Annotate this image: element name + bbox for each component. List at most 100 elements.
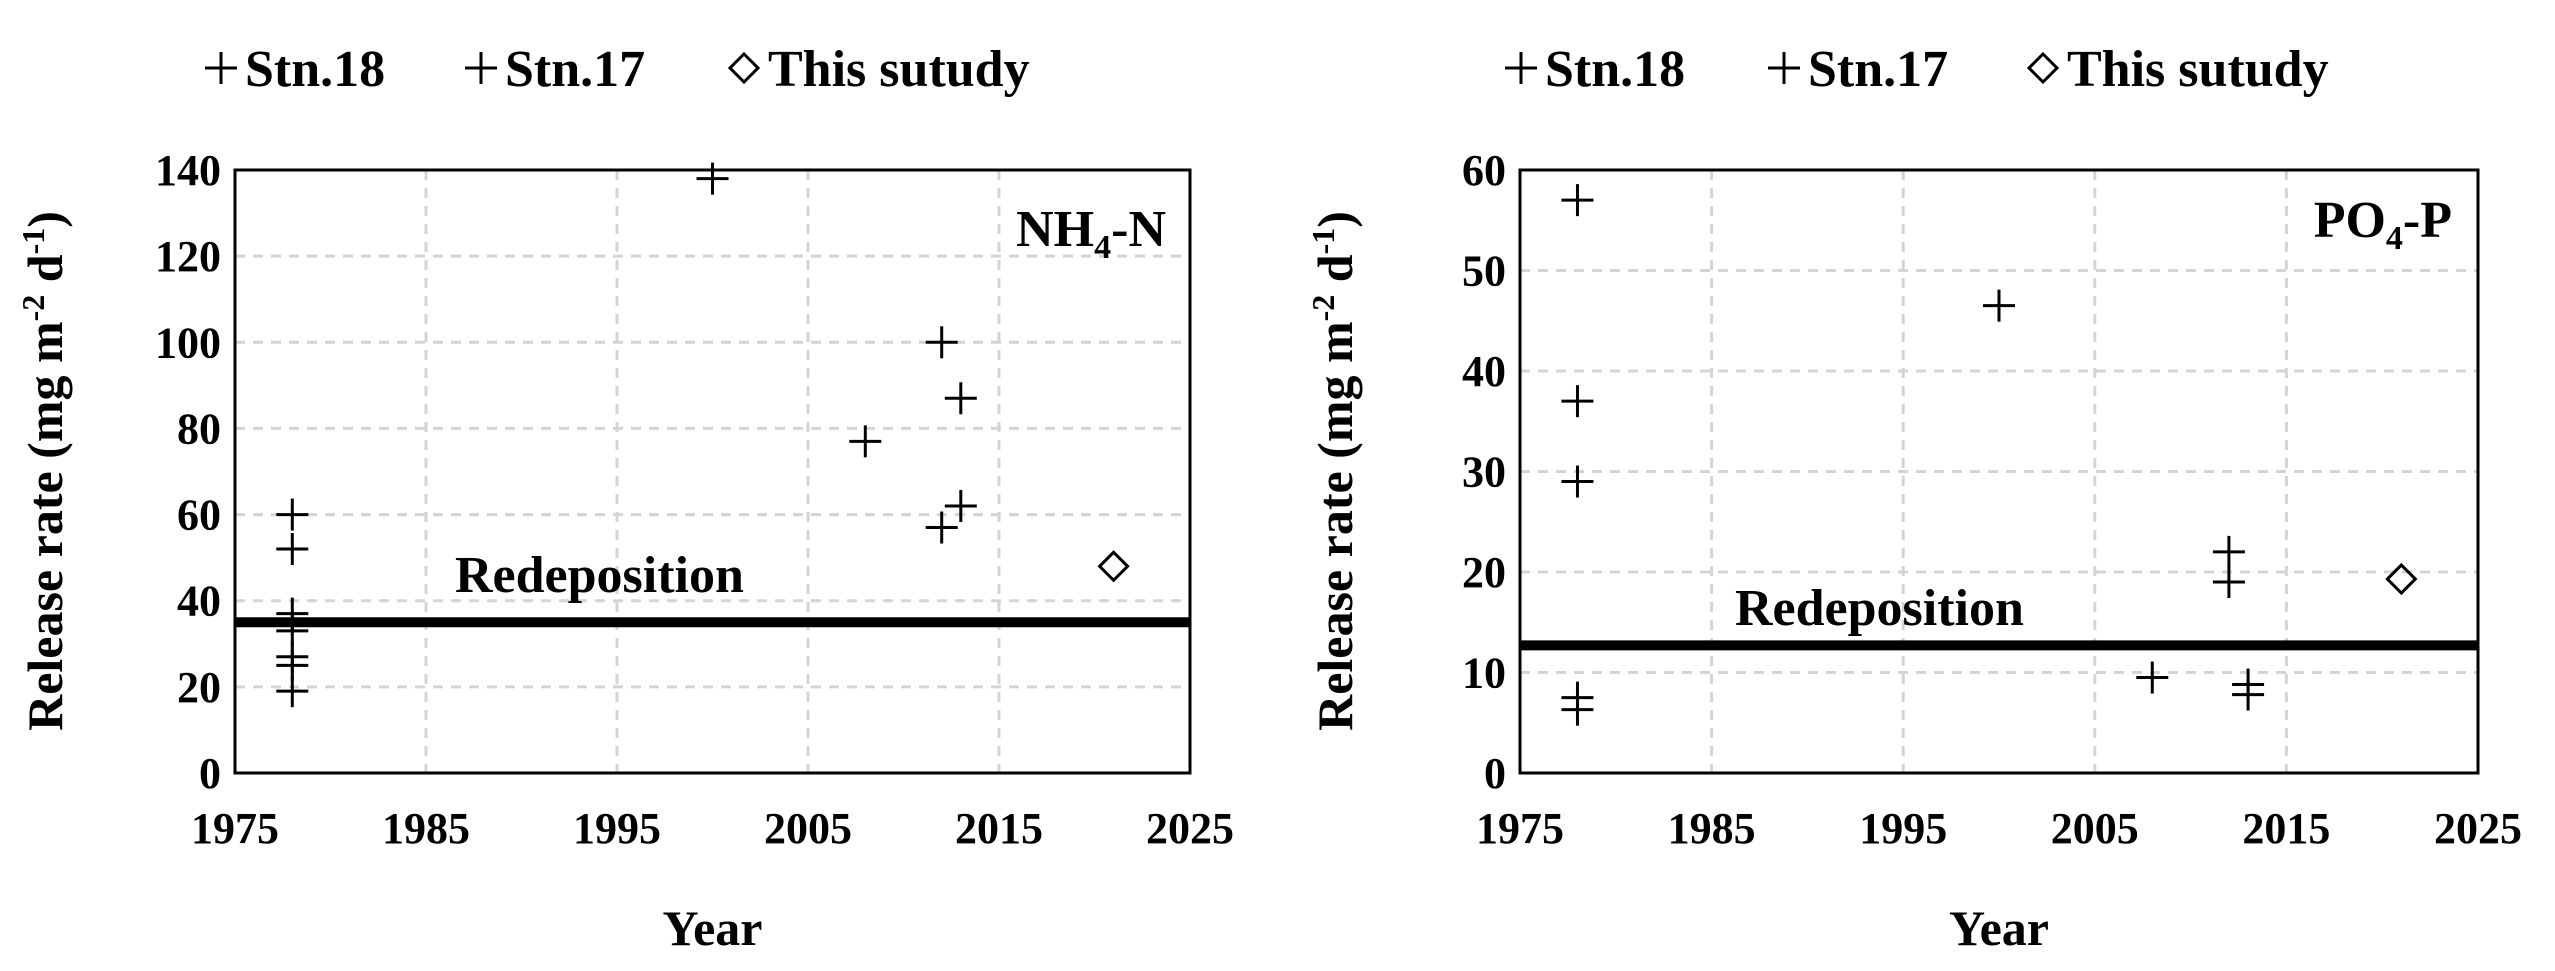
panel-label: PO4-P: [2314, 192, 2452, 257]
y-tick-label: 60: [1462, 146, 1506, 195]
y-tick-label: 140: [155, 146, 221, 195]
y-tick-label: 50: [1462, 247, 1506, 296]
legend-label: This sutudy: [2067, 41, 2329, 98]
y-tick-label: 80: [177, 404, 221, 453]
data-point-plus: [276, 498, 309, 531]
data-point-plus: [2232, 678, 2265, 711]
legend-plus-icon: [465, 52, 497, 84]
y-axis-title-part: Release rate (mg m: [1307, 321, 1363, 731]
y-axis-title-superscript: -1: [15, 228, 51, 255]
data-point-plus: [696, 162, 729, 195]
series-stn-18: [1561, 184, 2245, 726]
data-point-plus: [1561, 385, 1594, 418]
x-tick-label: 1975: [1476, 804, 1564, 853]
y-tick-label: 30: [1462, 448, 1506, 497]
data-point-plus: [1561, 693, 1594, 726]
x-tick-label: 1995: [1859, 804, 1947, 853]
y-axis-title-superscript: -2: [15, 295, 51, 322]
x-tick-label: 2025: [2434, 804, 2522, 853]
x-tick-label: 2005: [764, 804, 852, 853]
panel-label-part: NH: [1016, 201, 1094, 258]
data-point-plus: [1561, 465, 1594, 498]
legend-plus-icon: [205, 52, 237, 84]
y-tick-label: 0: [1484, 749, 1506, 798]
data-point-plus: [2212, 566, 2245, 599]
data-point-diamond: [2385, 562, 2418, 596]
panel-label-part: -N: [1111, 201, 1166, 258]
legend: Stn.18 Stn.17 This sutudy: [1505, 41, 2329, 98]
y-axis-title-part: ): [17, 211, 73, 228]
y-tick-label: 120: [155, 232, 221, 281]
panel-label-subscript: 4: [1094, 229, 1111, 266]
legend-label: Stn.17: [505, 41, 645, 98]
legend-item: Stn.17: [1768, 41, 1948, 98]
data-point-plus: [944, 489, 977, 522]
x-tick-label: 2015: [2242, 804, 2330, 853]
y-tick-label: 60: [177, 491, 221, 540]
chart-panel-1: 0 20 40 60 80 100 120 140 1975 1985 1995 2005 2015 20…: [15, 41, 1234, 956]
data-point-plus: [2136, 661, 2169, 694]
y-tick-label: 20: [1462, 548, 1506, 597]
series-this-sutudy: [1097, 550, 1130, 583]
panel-label: NH4-N: [1016, 201, 1166, 266]
data-point-plus: [925, 511, 958, 544]
x-axis-title: Year: [663, 900, 763, 956]
legend-diamond-icon: [727, 51, 761, 85]
y-axis-title-superscript: -1: [1305, 228, 1341, 255]
legend-item: Stn.18: [205, 41, 385, 98]
legend-label: Stn.18: [1545, 41, 1685, 98]
y-axis-title: Release rate (mg m-2 d-1): [1305, 211, 1363, 731]
redeposition-label: Redeposition: [1735, 580, 2024, 637]
x-tick-label: 2015: [955, 804, 1043, 853]
legend-item: This sutudy: [727, 41, 1030, 98]
x-tick-label: 1995: [573, 804, 661, 853]
legend-label: Stn.17: [1808, 41, 1948, 98]
y-tick-label: 40: [177, 577, 221, 626]
y-tick-label: 0: [199, 749, 221, 798]
legend-label: This sutudy: [768, 41, 1030, 98]
x-tick-label: 2025: [1146, 804, 1234, 853]
panel-label-part: -P: [2403, 192, 2452, 249]
data-point-plus: [1983, 289, 2015, 322]
series-stn-18: [276, 162, 958, 708]
y-tick-label: 40: [1462, 347, 1506, 396]
legend: Stn.18 Stn.17 This sutudy: [205, 41, 1030, 98]
legend-item: Stn.18: [1505, 41, 1685, 98]
redeposition-label: Redeposition: [455, 547, 744, 604]
legend-label: Stn.18: [245, 41, 385, 98]
x-tick-label: 1975: [191, 804, 279, 853]
y-axis-title-part: d: [17, 254, 73, 295]
x-tick-label: 1985: [382, 804, 470, 853]
data-point-plus: [925, 326, 958, 359]
x-tick-label: 1985: [1668, 804, 1756, 853]
y-tick-label: 20: [177, 663, 221, 712]
plot-area-frame: [1518, 168, 2480, 775]
legend-diamond-icon: [2026, 51, 2060, 85]
series-stn-17: [944, 382, 977, 522]
data-point-plus: [849, 425, 882, 458]
x-tick-label: 2005: [2051, 804, 2139, 853]
data-point-diamond: [1097, 550, 1130, 583]
y-tick-label: 10: [1462, 649, 1506, 698]
data-point-plus: [276, 675, 309, 708]
series-stn-17: [2232, 668, 2265, 711]
y-tick-label: 100: [155, 318, 221, 367]
series-this-sutudy: [2385, 562, 2418, 596]
chart-panel-2: 0 10 20 30 40 50 60 1975 1985 1995 2005 2015 2025 Yea…: [1305, 41, 2522, 956]
y-axis-title-superscript: -2: [1305, 295, 1341, 322]
y-axis-title-part: d: [1307, 254, 1363, 295]
data-point-plus: [1561, 184, 1594, 217]
plot-area-frame: [233, 168, 1192, 775]
data-point-plus: [2212, 535, 2245, 568]
legend-plus-icon: [1768, 52, 1800, 84]
y-axis-title-part: ): [1307, 211, 1363, 228]
data-point-plus: [944, 382, 977, 415]
y-axis-title: Release rate (mg m-2 d-1): [15, 211, 73, 731]
legend-plus-icon: [1505, 52, 1537, 84]
y-axis-title-part: Release rate (mg m: [17, 321, 73, 731]
panel-label-part: PO: [2314, 192, 2386, 249]
panel-label-subscript: 4: [2386, 220, 2403, 257]
legend-item: This sutudy: [2026, 41, 2329, 98]
data-point-plus: [276, 533, 309, 566]
